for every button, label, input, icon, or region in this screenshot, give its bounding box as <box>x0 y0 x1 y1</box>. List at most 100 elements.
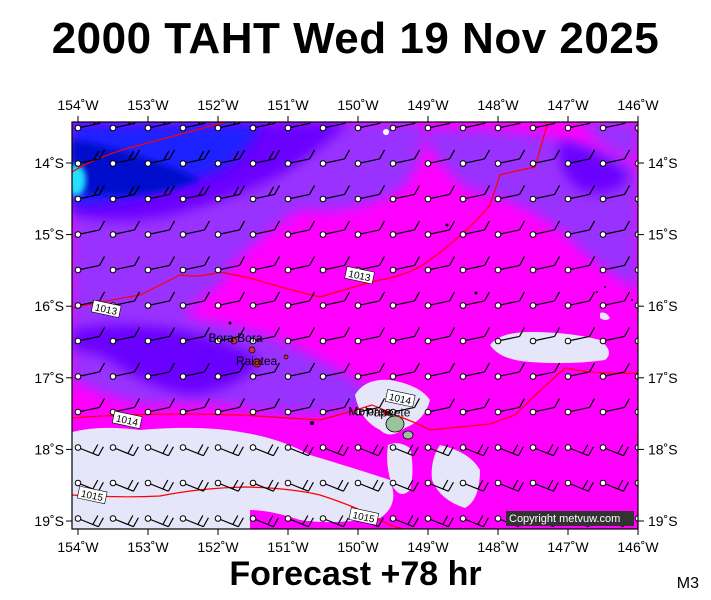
isobar-value: 1013 <box>94 303 118 318</box>
wind-barb <box>109 362 141 380</box>
isobar-upper <box>72 122 226 173</box>
wind-barb <box>599 185 631 203</box>
wind-barb <box>354 149 386 167</box>
wind-barb <box>634 160 638 167</box>
wind-barb <box>74 185 106 203</box>
isobar-labels: 1013 1013 1014 1014 1015 1015 <box>76 266 416 526</box>
isobar-1013 <box>72 122 549 309</box>
wind-barb <box>424 398 456 416</box>
map-frame <box>71 121 639 530</box>
wind-barb <box>319 362 351 380</box>
wind-barb <box>389 122 416 132</box>
wind-barb <box>494 479 524 492</box>
wind-barb <box>459 479 489 492</box>
wind-barb <box>424 479 454 492</box>
isobar-label: 1014 <box>384 389 416 408</box>
wind-barb <box>249 398 281 416</box>
wind-barb <box>284 479 314 492</box>
wind-barb <box>319 398 351 416</box>
lon-label-bottom: 147˚W <box>547 539 589 555</box>
wind-barb <box>109 122 136 132</box>
lon-label-top: 148˚W <box>477 97 519 113</box>
lon-label-bottom: 149˚W <box>407 539 449 555</box>
lat-label-right: 18˚S <box>648 441 678 457</box>
wind-barb <box>319 185 351 203</box>
wind-barb <box>459 149 491 167</box>
wind-barb <box>109 149 141 167</box>
wind-barb <box>424 122 451 132</box>
lon-label-bottom: 148˚W <box>477 539 519 555</box>
wind-barb <box>389 149 421 167</box>
wind-barb <box>354 291 386 309</box>
wind-barb <box>354 362 386 380</box>
isobar-value: 1014 <box>388 392 412 407</box>
chart-title: 2000 TAHT Wed 19 Nov 2025 <box>51 14 660 63</box>
wind-barb <box>179 256 211 274</box>
wind-barb <box>389 220 421 238</box>
wind-barb <box>529 327 561 345</box>
wind-barb <box>564 122 591 132</box>
wind-barb <box>599 220 631 238</box>
deep-blue-core <box>72 140 200 195</box>
wind-barb <box>284 444 314 457</box>
wind-barb <box>389 479 419 492</box>
wind-barb <box>529 256 561 274</box>
wind-barb <box>459 291 491 309</box>
wind-barb <box>179 479 209 492</box>
wind-barb <box>249 479 279 492</box>
wind-barb <box>389 515 419 528</box>
wind-barb <box>249 362 281 380</box>
wind-barb <box>599 398 631 416</box>
wind-barb <box>634 408 638 416</box>
isobar-value: 1013 <box>347 269 371 284</box>
wind-barb <box>494 149 526 167</box>
wind-barb <box>109 515 139 528</box>
wind-barb <box>109 185 141 203</box>
lat-label-left: 19˚S <box>34 513 64 529</box>
wind-barb <box>529 220 561 238</box>
wind-barb <box>249 256 281 274</box>
wind-barb <box>144 444 174 457</box>
wind-barb <box>564 362 596 380</box>
longitude-labels-top: 154˚W 153˚W 152˚W 151˚W 150˚W 149˚W 148˚W 147˚W… <box>57 97 659 122</box>
wind-barb <box>389 327 421 345</box>
wind-barb <box>494 327 526 345</box>
lon-label-bottom: 151˚W <box>267 539 309 555</box>
model-tag: M3 <box>676 575 699 592</box>
wind-barb <box>459 398 491 416</box>
wind-barb <box>284 398 316 416</box>
wind-barb <box>634 479 638 487</box>
wind-barb <box>424 220 456 238</box>
wind-barb <box>599 327 631 345</box>
wind-barb <box>634 231 638 238</box>
wind-barb <box>109 479 139 492</box>
wind-barb <box>249 444 279 457</box>
lavender-regions <box>72 312 610 529</box>
isobar-value: 1014 <box>115 414 139 429</box>
lon-label-top: 154˚W <box>57 97 99 113</box>
wind-barb <box>529 444 559 457</box>
wind-barb <box>214 256 246 274</box>
wind-barb <box>214 185 246 203</box>
wind-barb <box>389 256 421 274</box>
wind-barb <box>179 220 211 238</box>
wind-barb <box>634 266 638 274</box>
lat-label-right: 14˚S <box>648 155 678 171</box>
wind-barb <box>494 220 526 238</box>
wind-barb <box>529 479 559 492</box>
wind-barb <box>144 256 176 274</box>
wind-barb <box>424 291 456 309</box>
wind-barb <box>74 149 106 167</box>
wind-barb <box>564 398 596 416</box>
wind-barb <box>564 256 596 274</box>
wind-barb <box>424 362 456 380</box>
wind-barb <box>109 444 139 457</box>
wind-barb <box>599 291 631 309</box>
wind-barb <box>389 398 421 416</box>
copyright-text: Copyright metvuw.com <box>509 513 620 525</box>
wind-barb <box>354 220 386 238</box>
lat-label-left: 15˚S <box>34 227 64 243</box>
wind-barb <box>144 479 174 492</box>
wind-barb <box>284 327 316 345</box>
